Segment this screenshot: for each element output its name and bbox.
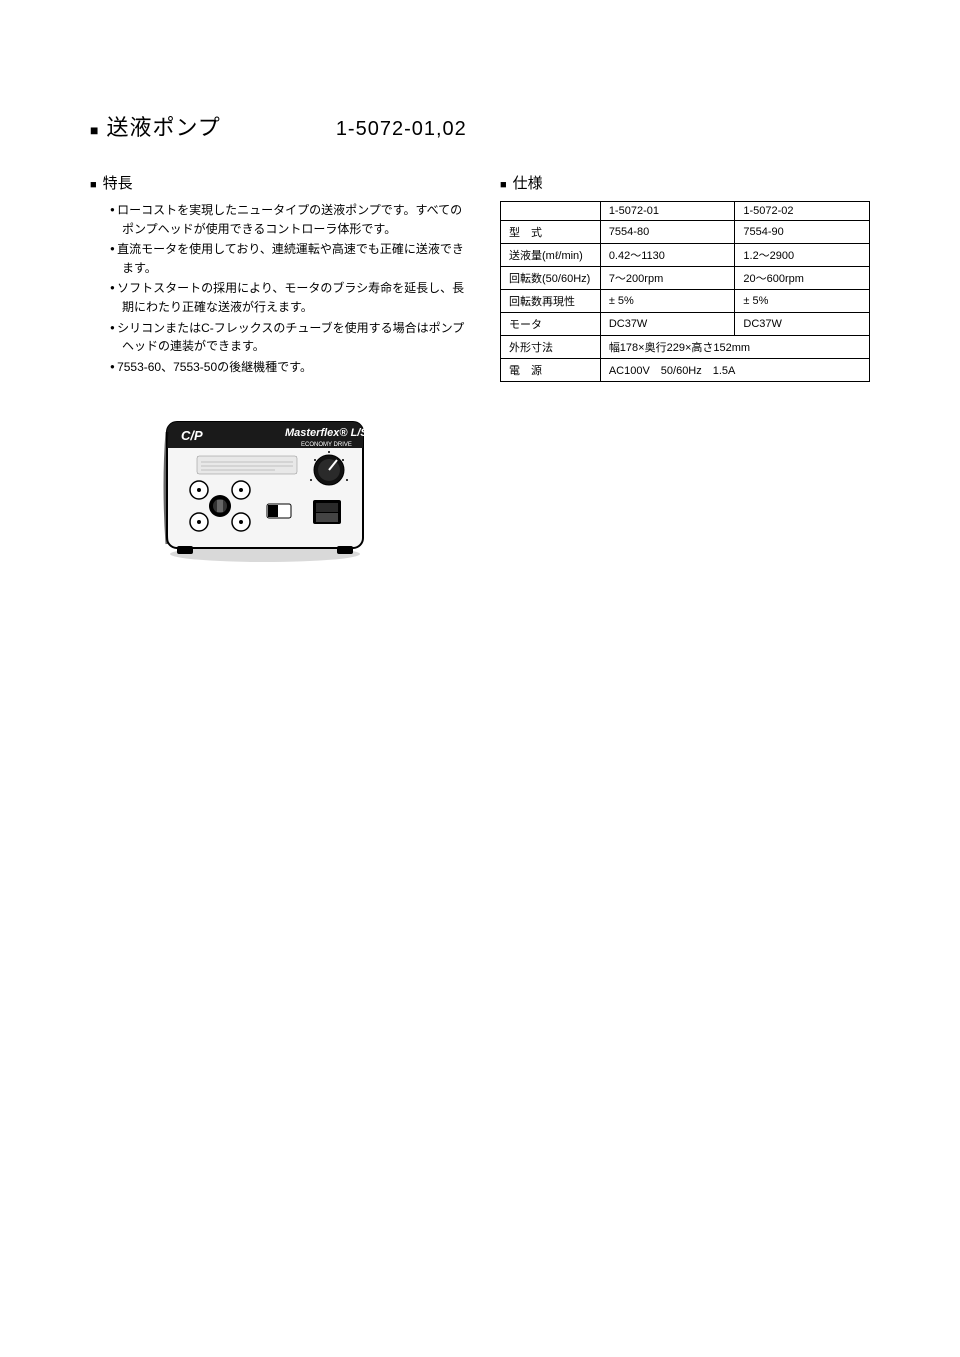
features-heading-text: 特長 bbox=[103, 175, 133, 192]
table-row: 回転数(50/60Hz) 7～200rpm 20～600rpm bbox=[501, 267, 870, 290]
spec-label: モータ bbox=[501, 313, 601, 336]
specs-bullet: ■ bbox=[500, 179, 507, 191]
features-heading: ■ 特長 bbox=[90, 172, 470, 193]
device-logo: C/P bbox=[181, 428, 203, 443]
table-row: 外形寸法 幅178×奥行229×高さ152mm bbox=[501, 336, 870, 359]
page-title-row: ■ 送液ポンプ 1-5072-01,02 bbox=[90, 110, 870, 142]
features-list: ローコストを実現したニュータイプの送液ポンプです。すべてのポンプヘッドが使用でき… bbox=[90, 201, 470, 376]
product-image: C/P Masterflex® L/S ECONOMY DRIVE bbox=[155, 404, 375, 564]
features-bullet: ■ bbox=[90, 179, 97, 191]
spec-label: 外形寸法 bbox=[501, 336, 601, 359]
table-row: 回転数再現性 ± 5% ± 5% bbox=[501, 290, 870, 313]
spec-value: 7～200rpm bbox=[600, 267, 735, 290]
spec-value: AC100V 50/60Hz 1.5A bbox=[600, 359, 869, 382]
spec-value: ± 5% bbox=[735, 290, 870, 313]
spec-value: DC37W bbox=[735, 313, 870, 336]
specs-column: ■ 仕様 1-5072-01 1-5072-02 型 式 7554-80 7554… bbox=[500, 172, 870, 564]
spec-value: 20～600rpm bbox=[735, 267, 870, 290]
spec-value: 7554-90 bbox=[735, 221, 870, 244]
table-header: 1-5072-02 bbox=[735, 202, 870, 221]
specs-table: 1-5072-01 1-5072-02 型 式 7554-80 7554-90 … bbox=[500, 201, 870, 382]
table-row: モータ DC37W DC37W bbox=[501, 313, 870, 336]
specs-heading-text: 仕様 bbox=[513, 175, 543, 192]
spec-value: 7554-80 bbox=[600, 221, 735, 244]
spec-label: 回転数(50/60Hz) bbox=[501, 267, 601, 290]
title-bullet: ■ bbox=[90, 122, 98, 138]
feature-item: ソフトスタートの採用により、モータのブラシ寿命を延長し、長期にわたり正確な送液が… bbox=[110, 279, 470, 316]
spec-value: DC37W bbox=[600, 313, 735, 336]
table-row: 型 式 7554-80 7554-90 bbox=[501, 221, 870, 244]
feature-item: シリコンまたはC-フレックスのチューブを使用する場合はポンプヘッドの連装ができま… bbox=[110, 319, 470, 356]
table-header bbox=[501, 202, 601, 221]
table-header: 1-5072-01 bbox=[600, 202, 735, 221]
device-brand: Masterflex® L/S bbox=[285, 427, 368, 439]
spec-value: 幅178×奥行229×高さ152mm bbox=[600, 336, 869, 359]
product-name: 送液ポンプ bbox=[106, 110, 220, 142]
product-code: 1-5072-01,02 bbox=[336, 118, 467, 141]
table-row: 1-5072-01 1-5072-02 bbox=[501, 202, 870, 221]
spec-value: ± 5% bbox=[600, 290, 735, 313]
table-row: 送液量(mℓ/min) 0.42～1130 1.2～2900 bbox=[501, 244, 870, 267]
spec-label: 回転数再現性 bbox=[501, 290, 601, 313]
feature-item: 7553-60、7553-50の後継機種です。 bbox=[110, 358, 470, 377]
spec-label: 型 式 bbox=[501, 221, 601, 244]
spec-label: 送液量(mℓ/min) bbox=[501, 244, 601, 267]
device-subtext: ECONOMY DRIVE bbox=[301, 442, 352, 448]
table-row: 電 源 AC100V 50/60Hz 1.5A bbox=[501, 359, 870, 382]
content-columns: ■ 特長 ローコストを実現したニュータイプの送液ポンプです。すべてのポンプヘッドが… bbox=[90, 172, 870, 564]
feature-item: ローコストを実現したニュータイプの送液ポンプです。すべてのポンプヘッドが使用でき… bbox=[110, 201, 470, 238]
feature-item: 直流モータを使用しており、連続運転や高速でも正確に送液できます。 bbox=[110, 240, 470, 277]
specs-heading: ■ 仕様 bbox=[500, 172, 870, 193]
spec-value: 0.42～1130 bbox=[600, 244, 735, 267]
spec-label: 電 源 bbox=[501, 359, 601, 382]
spec-value: 1.2～2900 bbox=[735, 244, 870, 267]
features-column: ■ 特長 ローコストを実現したニュータイプの送液ポンプです。すべてのポンプヘッドが… bbox=[90, 172, 470, 564]
pump-device-icon: C/P Masterflex® L/S ECONOMY DRIVE bbox=[155, 404, 375, 564]
